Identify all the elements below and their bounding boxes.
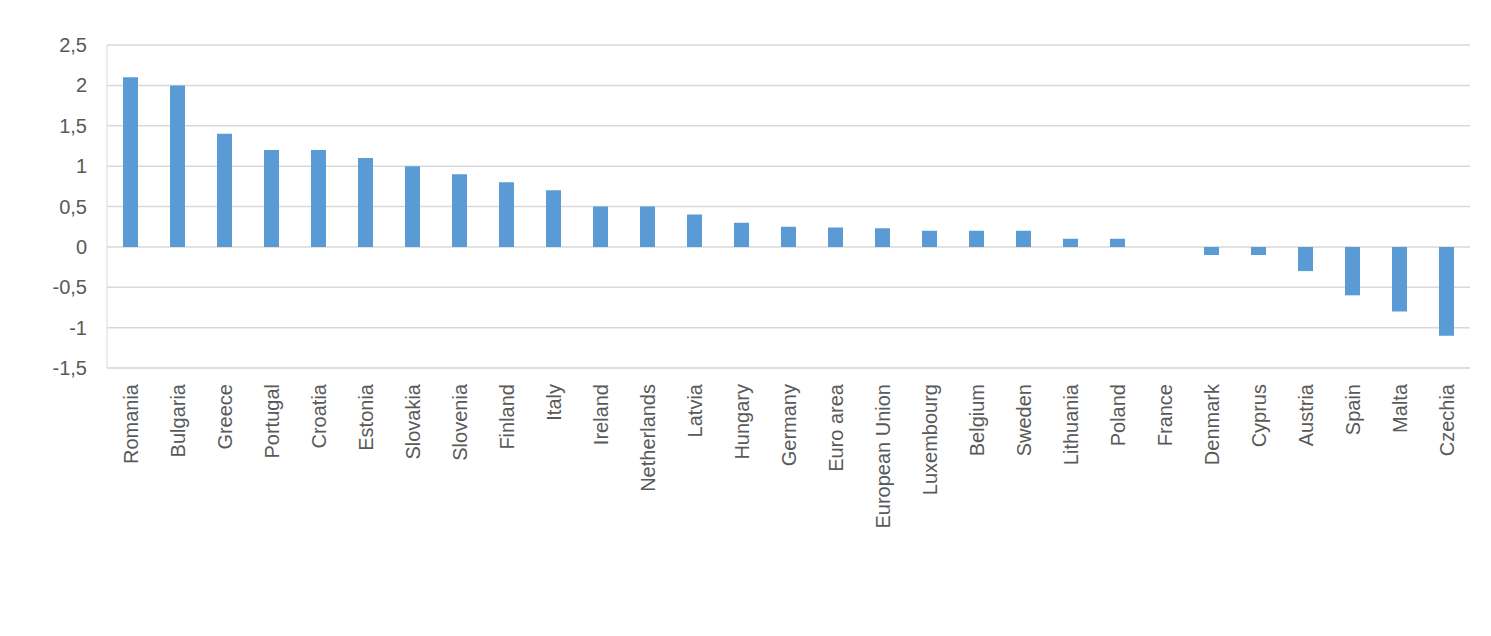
svg-text:Latvia: Latvia [684,383,706,437]
svg-text:Spain: Spain [1342,384,1364,435]
svg-text:Slovenia: Slovenia [449,383,471,461]
svg-text:Romania: Romania [120,383,142,464]
svg-text:France: France [1154,384,1176,446]
svg-text:Bulgaria: Bulgaria [167,383,189,457]
svg-text:2: 2 [76,74,87,96]
svg-text:Euro area: Euro area [825,383,847,472]
svg-text:Luxembourg: Luxembourg [919,384,941,495]
svg-text:Slovakia: Slovakia [402,383,424,459]
svg-text:Hungary: Hungary [731,384,753,460]
svg-text:Belgium: Belgium [966,384,988,456]
svg-text:1: 1 [76,155,87,177]
svg-text:Estonia: Estonia [355,383,377,451]
svg-text:1,5: 1,5 [59,115,87,137]
svg-text:2,5: 2,5 [59,34,87,56]
svg-text:-1,5: -1,5 [53,357,87,379]
svg-text:Poland: Poland [1107,384,1129,446]
svg-text:Netherlands: Netherlands [637,384,659,492]
svg-text:Cyprus: Cyprus [1248,384,1270,447]
svg-text:Denmark: Denmark [1201,383,1223,465]
svg-text:Greece: Greece [214,384,236,450]
svg-text:Austria: Austria [1295,383,1317,446]
svg-text:Sweden: Sweden [1013,384,1035,456]
svg-text:-1: -1 [69,317,87,339]
svg-text:Italy: Italy [543,384,565,421]
svg-text:0: 0 [76,236,87,258]
svg-text:European Union: European Union [872,384,894,529]
svg-text:Germany: Germany [778,384,800,466]
svg-text:-0,5: -0,5 [53,276,87,298]
svg-text:Lithuania: Lithuania [1060,383,1082,465]
svg-text:Ireland: Ireland [590,384,612,445]
svg-text:Malta: Malta [1389,383,1411,433]
svg-text:Portugal: Portugal [261,384,283,459]
svg-text:Czechia: Czechia [1436,383,1458,456]
svg-text:Croatia: Croatia [308,383,330,448]
svg-text:0,5: 0,5 [59,196,87,218]
svg-text:Finland: Finland [496,384,518,450]
